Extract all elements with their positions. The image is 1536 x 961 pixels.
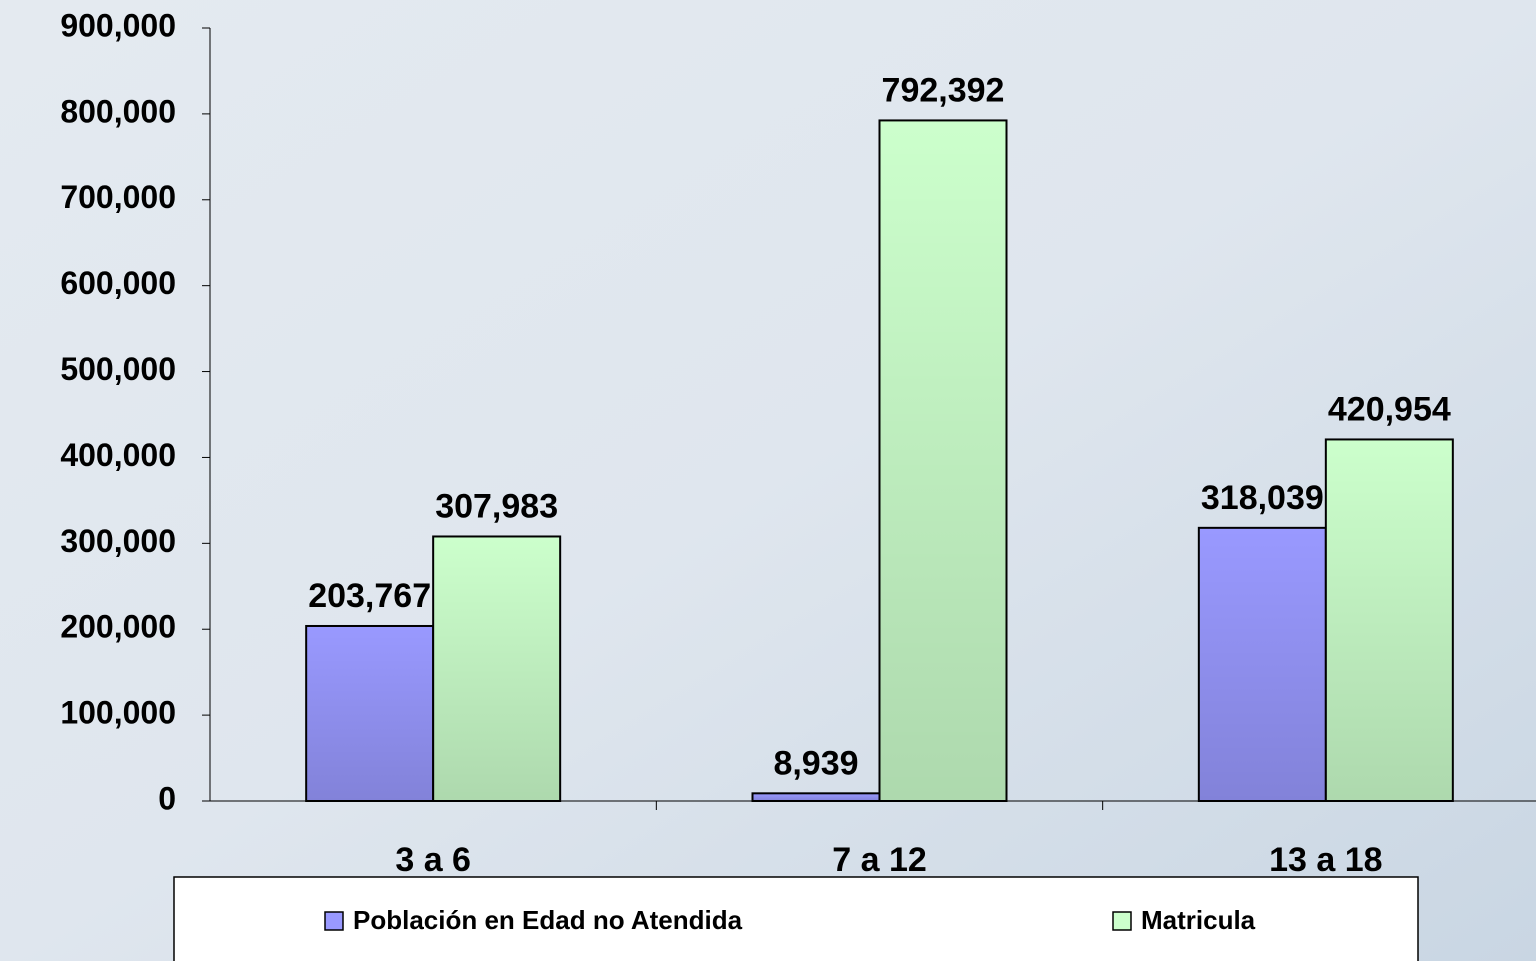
y-tick-label: 500,000 bbox=[60, 351, 176, 387]
y-tick-label: 900,000 bbox=[60, 7, 176, 43]
y-tick-label: 0 bbox=[158, 780, 176, 816]
chart: 0 100,000 200,000 300,000 400,000 500,000 600,… bbox=[0, 0, 1536, 961]
bar-shade bbox=[1326, 439, 1453, 801]
y-tick-label: 200,000 bbox=[60, 609, 176, 645]
legend-label: Matricula bbox=[1141, 905, 1256, 935]
x-tick-label: 7 a 12 bbox=[832, 841, 927, 879]
data-label: 318,039 bbox=[1201, 479, 1324, 517]
data-label: 420,954 bbox=[1328, 390, 1451, 428]
y-tick-label: 600,000 bbox=[60, 265, 176, 301]
y-tick-label: 800,000 bbox=[60, 93, 176, 129]
legend-label: Población en Edad no Atendida bbox=[353, 905, 743, 935]
data-label: 8,939 bbox=[773, 744, 858, 782]
bar-shade bbox=[306, 626, 433, 801]
y-tick-label: 300,000 bbox=[60, 523, 176, 559]
x-tick-label: 13 a 18 bbox=[1269, 841, 1382, 879]
bar-shade bbox=[433, 536, 560, 801]
data-label: 307,983 bbox=[435, 487, 558, 525]
x-tick-label: 3 a 6 bbox=[395, 841, 471, 879]
y-tick-label: 400,000 bbox=[60, 437, 176, 473]
bar-shade bbox=[880, 120, 1007, 801]
data-label: 792,392 bbox=[882, 71, 1005, 109]
y-tick-label: 100,000 bbox=[60, 695, 176, 731]
data-label: 203,767 bbox=[308, 577, 431, 615]
bar-shade bbox=[1199, 528, 1326, 801]
y-tick-label: 700,000 bbox=[60, 179, 176, 215]
bar-shade bbox=[753, 793, 880, 801]
legend-swatch bbox=[1113, 912, 1131, 930]
legend-swatch bbox=[325, 912, 343, 930]
